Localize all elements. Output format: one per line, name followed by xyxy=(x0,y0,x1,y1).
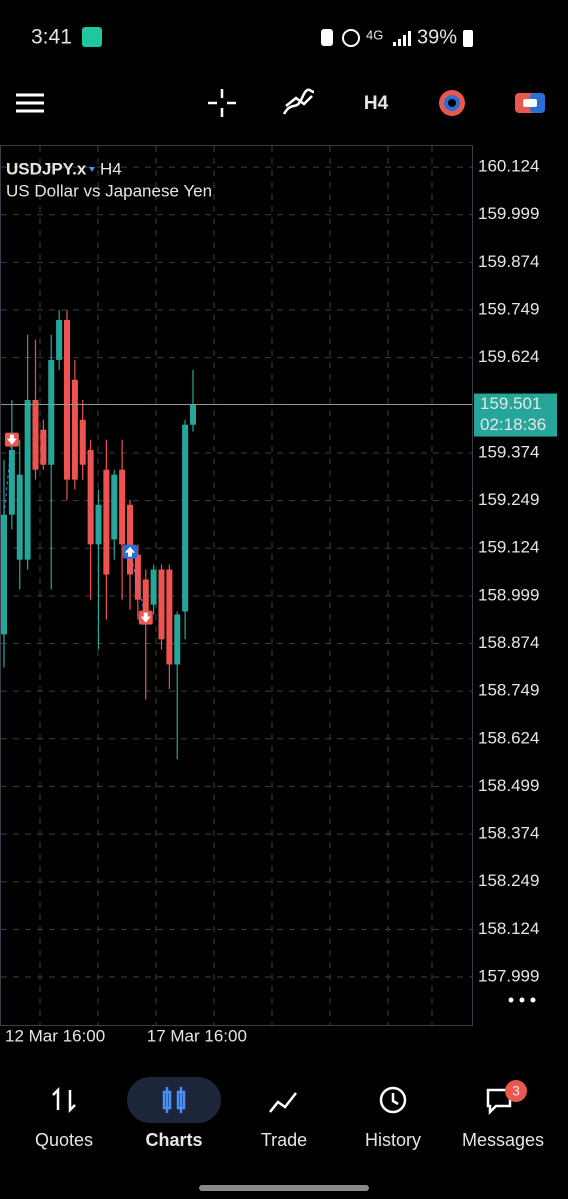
candle-body xyxy=(182,424,189,612)
y-tick-label: 158.874 xyxy=(478,633,539,652)
nav-label: Messages xyxy=(462,1130,544,1150)
nav-label: History xyxy=(365,1130,421,1150)
y-tick-label: 159.624 xyxy=(478,347,539,366)
y-tick-label: 159.124 xyxy=(478,538,539,557)
candle-body xyxy=(142,579,149,612)
trade-line xyxy=(3,439,13,515)
sell-arrow xyxy=(4,432,19,447)
candle-body xyxy=(174,614,181,665)
nav-item[interactable]: Trade xyxy=(234,1070,334,1160)
candle-body xyxy=(95,504,102,545)
candle-body xyxy=(16,474,23,560)
candle-body xyxy=(71,379,78,480)
candle-body xyxy=(158,569,165,640)
vertical-grid xyxy=(39,146,433,1025)
current-price-label: 159.501 xyxy=(480,394,541,413)
nav-label: Quotes xyxy=(35,1130,93,1150)
y-tick-label: 158.624 xyxy=(478,728,539,747)
y-tick-label: 158.499 xyxy=(478,776,539,795)
y-tick-label: 159.999 xyxy=(478,204,539,223)
timeframe-button[interactable]: H4 xyxy=(364,93,389,114)
status-battery: 39% xyxy=(417,26,457,48)
badge-count: 3 xyxy=(512,1083,520,1099)
more-button[interactable] xyxy=(508,997,536,1003)
status-time: 3:41 xyxy=(31,26,72,49)
chart[interactable] xyxy=(0,145,473,1026)
y-tick-label: 158.124 xyxy=(478,919,539,938)
candle-body xyxy=(24,399,31,560)
active-pill xyxy=(127,1077,221,1123)
candle-body xyxy=(56,319,63,360)
candle-body xyxy=(1,514,7,635)
y-tick-label: 158.999 xyxy=(478,585,539,604)
sell-arrow xyxy=(138,610,153,625)
nav-item[interactable]: Messages xyxy=(453,1070,553,1160)
candle-body xyxy=(32,399,39,470)
x-tick-label: 17 Mar 16:00 xyxy=(147,1026,247,1045)
one-click-button[interactable] xyxy=(515,93,545,113)
candle-body xyxy=(103,469,110,575)
home-indicator[interactable] xyxy=(199,1185,369,1191)
symbol-dropdown[interactable] xyxy=(89,167,95,172)
candle-body xyxy=(64,319,70,480)
y-tick-label: 157.999 xyxy=(478,966,539,985)
status-icons: 4G xyxy=(321,27,473,47)
nav-item[interactable]: Charts xyxy=(124,1070,224,1160)
candle-body xyxy=(87,449,94,545)
status-app-icon xyxy=(82,27,102,47)
y-tick-label: 158.749 xyxy=(478,681,539,700)
candle-body xyxy=(111,474,118,540)
y-tick-label: 159.374 xyxy=(478,442,539,461)
y-tick-label: 160.124 xyxy=(478,157,539,176)
y-tick-label: 158.374 xyxy=(478,824,539,843)
chart-description: US Dollar vs Japanese Yen xyxy=(6,181,212,200)
buy-arrow xyxy=(123,544,137,559)
candle-body xyxy=(190,404,196,425)
nav-item[interactable]: History xyxy=(343,1070,443,1160)
y-tick-label: 159.249 xyxy=(478,490,539,509)
y-tick-label: 159.749 xyxy=(478,300,539,319)
candle-body xyxy=(150,569,157,605)
current-price-box xyxy=(474,393,557,437)
candle-body xyxy=(8,449,15,515)
arrow-glyph xyxy=(140,612,151,623)
arrow-glyph xyxy=(125,546,135,557)
chart-timeframe: H4 xyxy=(100,159,122,178)
nav-label: Charts xyxy=(145,1130,202,1150)
bottom-nav: Quotes Charts Trade History Messages xyxy=(14,1070,553,1160)
x-tick-label: 12 Mar 16:00 xyxy=(5,1026,105,1045)
nav-item[interactable]: Quotes xyxy=(14,1070,114,1160)
chart-symbol[interactable]: USDJPY.x xyxy=(6,159,87,178)
candle-body xyxy=(134,554,141,600)
trade-line xyxy=(129,551,147,618)
candle-body xyxy=(119,469,126,545)
menu-button[interactable] xyxy=(16,93,44,113)
svg-text:4G: 4G xyxy=(366,27,383,42)
indicators-button[interactable] xyxy=(282,88,315,115)
arrow-glyph xyxy=(6,434,17,445)
trade-button[interactable] xyxy=(439,90,465,116)
candle-body xyxy=(79,419,86,465)
candle-body xyxy=(40,429,47,465)
candle-body xyxy=(166,569,173,665)
candle-body xyxy=(127,504,133,575)
crosshair-button[interactable] xyxy=(208,89,236,117)
nav-label: Trade xyxy=(261,1130,307,1150)
badge xyxy=(505,1080,527,1102)
candle-body xyxy=(48,359,55,465)
y-tick-label: 159.874 xyxy=(478,252,539,271)
chart-frame xyxy=(0,145,473,1026)
countdown-label: 02:18:36 xyxy=(480,415,546,434)
y-tick-label: 158.249 xyxy=(478,871,539,890)
